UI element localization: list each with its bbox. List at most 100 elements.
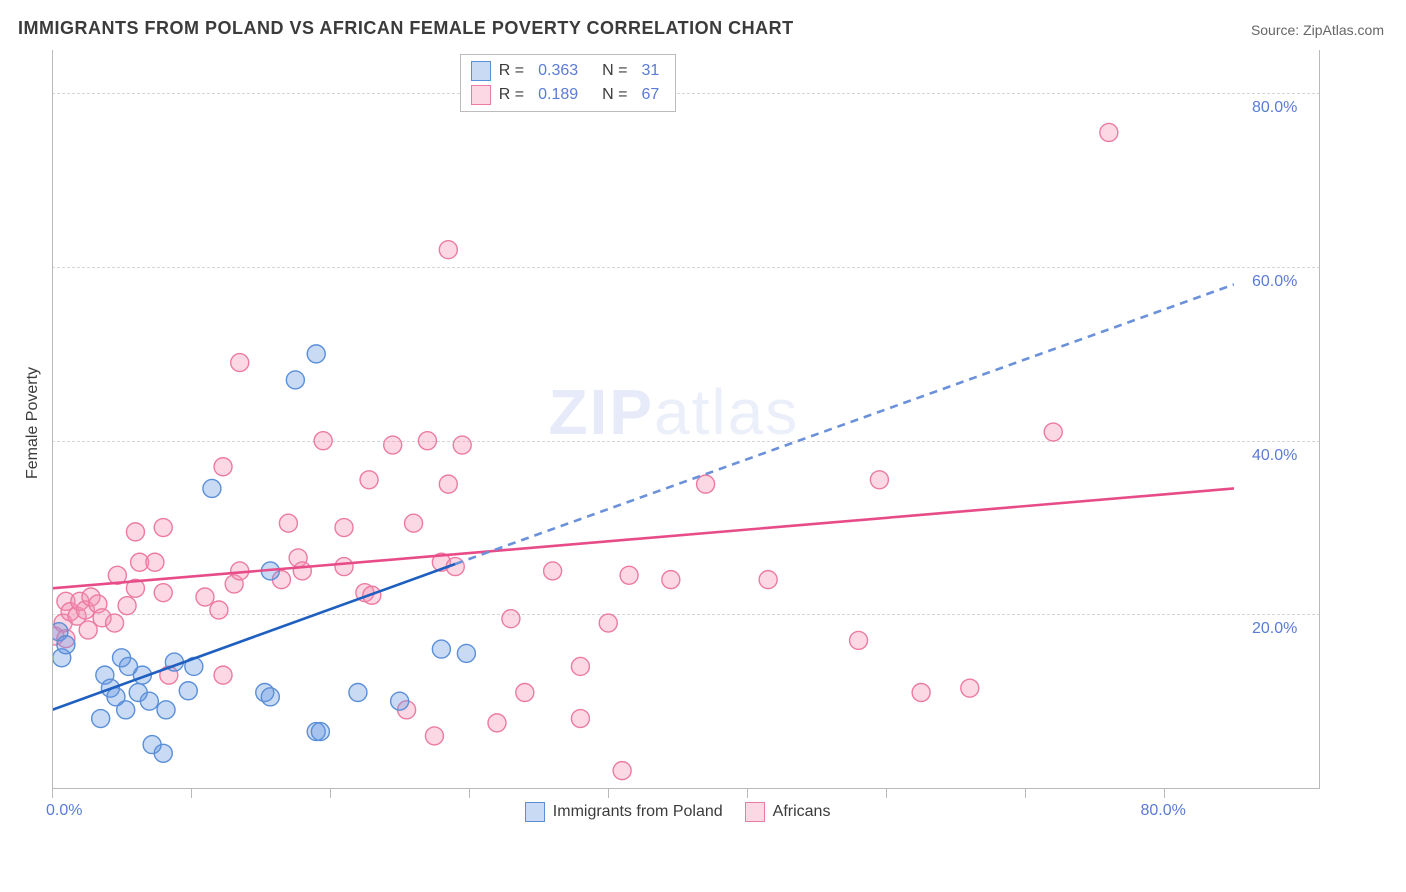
x-tick bbox=[52, 788, 53, 798]
scatter-point bbox=[196, 588, 214, 606]
scatter-point bbox=[384, 436, 402, 454]
scatter-point bbox=[571, 657, 589, 675]
scatter-point bbox=[405, 514, 423, 532]
scatter-point bbox=[662, 571, 680, 589]
scatter-point bbox=[1100, 123, 1118, 141]
legend-series-item: Africans bbox=[745, 800, 831, 824]
scatter-point bbox=[360, 471, 378, 489]
scatter-point bbox=[117, 701, 135, 719]
legend-n-value: 67 bbox=[636, 86, 666, 104]
legend-r-value: 0.189 bbox=[532, 86, 584, 104]
scatter-point bbox=[286, 371, 304, 389]
x-tick-label: 80.0% bbox=[1140, 802, 1185, 820]
scatter-point bbox=[210, 601, 228, 619]
legend-swatch bbox=[525, 802, 545, 822]
legend-n-value: 31 bbox=[636, 62, 666, 80]
scatter-point bbox=[231, 354, 249, 372]
y-tick-label: 60.0% bbox=[1252, 273, 1297, 291]
legend-swatch bbox=[471, 85, 491, 105]
trend-line bbox=[52, 488, 1234, 588]
scatter-point bbox=[92, 710, 110, 728]
x-tick bbox=[1025, 788, 1026, 798]
scatter-point bbox=[293, 562, 311, 580]
scatter-point bbox=[759, 571, 777, 589]
x-tick bbox=[191, 788, 192, 798]
legend-r-label: R = bbox=[499, 86, 524, 104]
legend-series-label: Africans bbox=[773, 803, 831, 821]
y-tick-label: 20.0% bbox=[1252, 620, 1297, 638]
y-axis-title: Female Poverty bbox=[24, 367, 42, 479]
scatter-point bbox=[850, 631, 868, 649]
legend-series-item: Immigrants from Poland bbox=[525, 800, 723, 824]
y-tick-label: 80.0% bbox=[1252, 99, 1297, 117]
scatter-point bbox=[311, 723, 329, 741]
legend-r-label: R = bbox=[499, 62, 524, 80]
scatter-point bbox=[870, 471, 888, 489]
scatter-point bbox=[453, 436, 471, 454]
scatter-point bbox=[439, 475, 457, 493]
legend-correlation: R = 0.363 N = 31 R = 0.189 N = 67 bbox=[460, 54, 677, 112]
y-tick-label: 40.0% bbox=[1252, 447, 1297, 465]
x-tick bbox=[747, 788, 748, 798]
scatter-point bbox=[118, 597, 136, 615]
scatter-point bbox=[146, 553, 164, 571]
legend-correlation-row: R = 0.363 N = 31 bbox=[471, 59, 666, 83]
x-tick bbox=[330, 788, 331, 798]
scatter-point bbox=[544, 562, 562, 580]
scatter-point bbox=[620, 566, 638, 584]
scatter-point bbox=[457, 644, 475, 662]
x-tick bbox=[886, 788, 887, 798]
scatter-point bbox=[1044, 423, 1062, 441]
scatter-point bbox=[439, 241, 457, 259]
source-name: ZipAtlas.com bbox=[1303, 22, 1384, 38]
scatter-point bbox=[214, 666, 232, 684]
scatter-point bbox=[571, 710, 589, 728]
legend-r-value: 0.363 bbox=[532, 62, 584, 80]
scatter-point bbox=[279, 514, 297, 532]
scatter-point bbox=[912, 683, 930, 701]
scatter-point bbox=[697, 475, 715, 493]
axis-left-border bbox=[52, 50, 53, 788]
scatter-point bbox=[154, 584, 172, 602]
chart-svg bbox=[52, 50, 1320, 830]
legend-swatch bbox=[471, 61, 491, 81]
legend-swatch bbox=[745, 802, 765, 822]
scatter-point bbox=[502, 610, 520, 628]
scatter-point bbox=[516, 683, 534, 701]
legend-correlation-row: R = 0.189 N = 67 bbox=[471, 83, 666, 107]
scatter-point bbox=[335, 519, 353, 537]
axis-bottom-border bbox=[52, 788, 1320, 789]
legend-n-label: N = bbox=[602, 62, 627, 80]
scatter-point bbox=[261, 688, 279, 706]
trend-line bbox=[52, 564, 455, 710]
scatter-point bbox=[214, 458, 232, 476]
scatter-point bbox=[432, 640, 450, 658]
source-attribution: Source: ZipAtlas.com bbox=[1251, 22, 1384, 38]
scatter-point bbox=[106, 614, 124, 632]
legend-n-label: N = bbox=[602, 86, 627, 104]
x-tick bbox=[1164, 788, 1165, 798]
scatter-point bbox=[157, 701, 175, 719]
scatter-point bbox=[488, 714, 506, 732]
source-prefix: Source: bbox=[1251, 22, 1303, 38]
scatter-point bbox=[154, 519, 172, 537]
scatter-point bbox=[599, 614, 617, 632]
scatter-point bbox=[179, 682, 197, 700]
axis-right-border bbox=[1319, 50, 1320, 788]
legend-series-label: Immigrants from Poland bbox=[553, 803, 723, 821]
scatter-point bbox=[961, 679, 979, 697]
scatter-point bbox=[418, 432, 436, 450]
scatter-point bbox=[203, 479, 221, 497]
plot-area: ZIPatlas R =0.363N =31R =0.189N =67 bbox=[52, 50, 1320, 830]
scatter-point bbox=[314, 432, 332, 450]
scatter-point bbox=[140, 692, 158, 710]
legend-series: Immigrants from Poland Africans bbox=[525, 800, 831, 824]
x-tick bbox=[469, 788, 470, 798]
scatter-point bbox=[391, 692, 409, 710]
scatter-point bbox=[126, 523, 144, 541]
scatter-point bbox=[349, 683, 367, 701]
scatter-point bbox=[425, 727, 443, 745]
scatter-point bbox=[154, 744, 172, 762]
scatter-point bbox=[307, 345, 325, 363]
scatter-point bbox=[335, 558, 353, 576]
